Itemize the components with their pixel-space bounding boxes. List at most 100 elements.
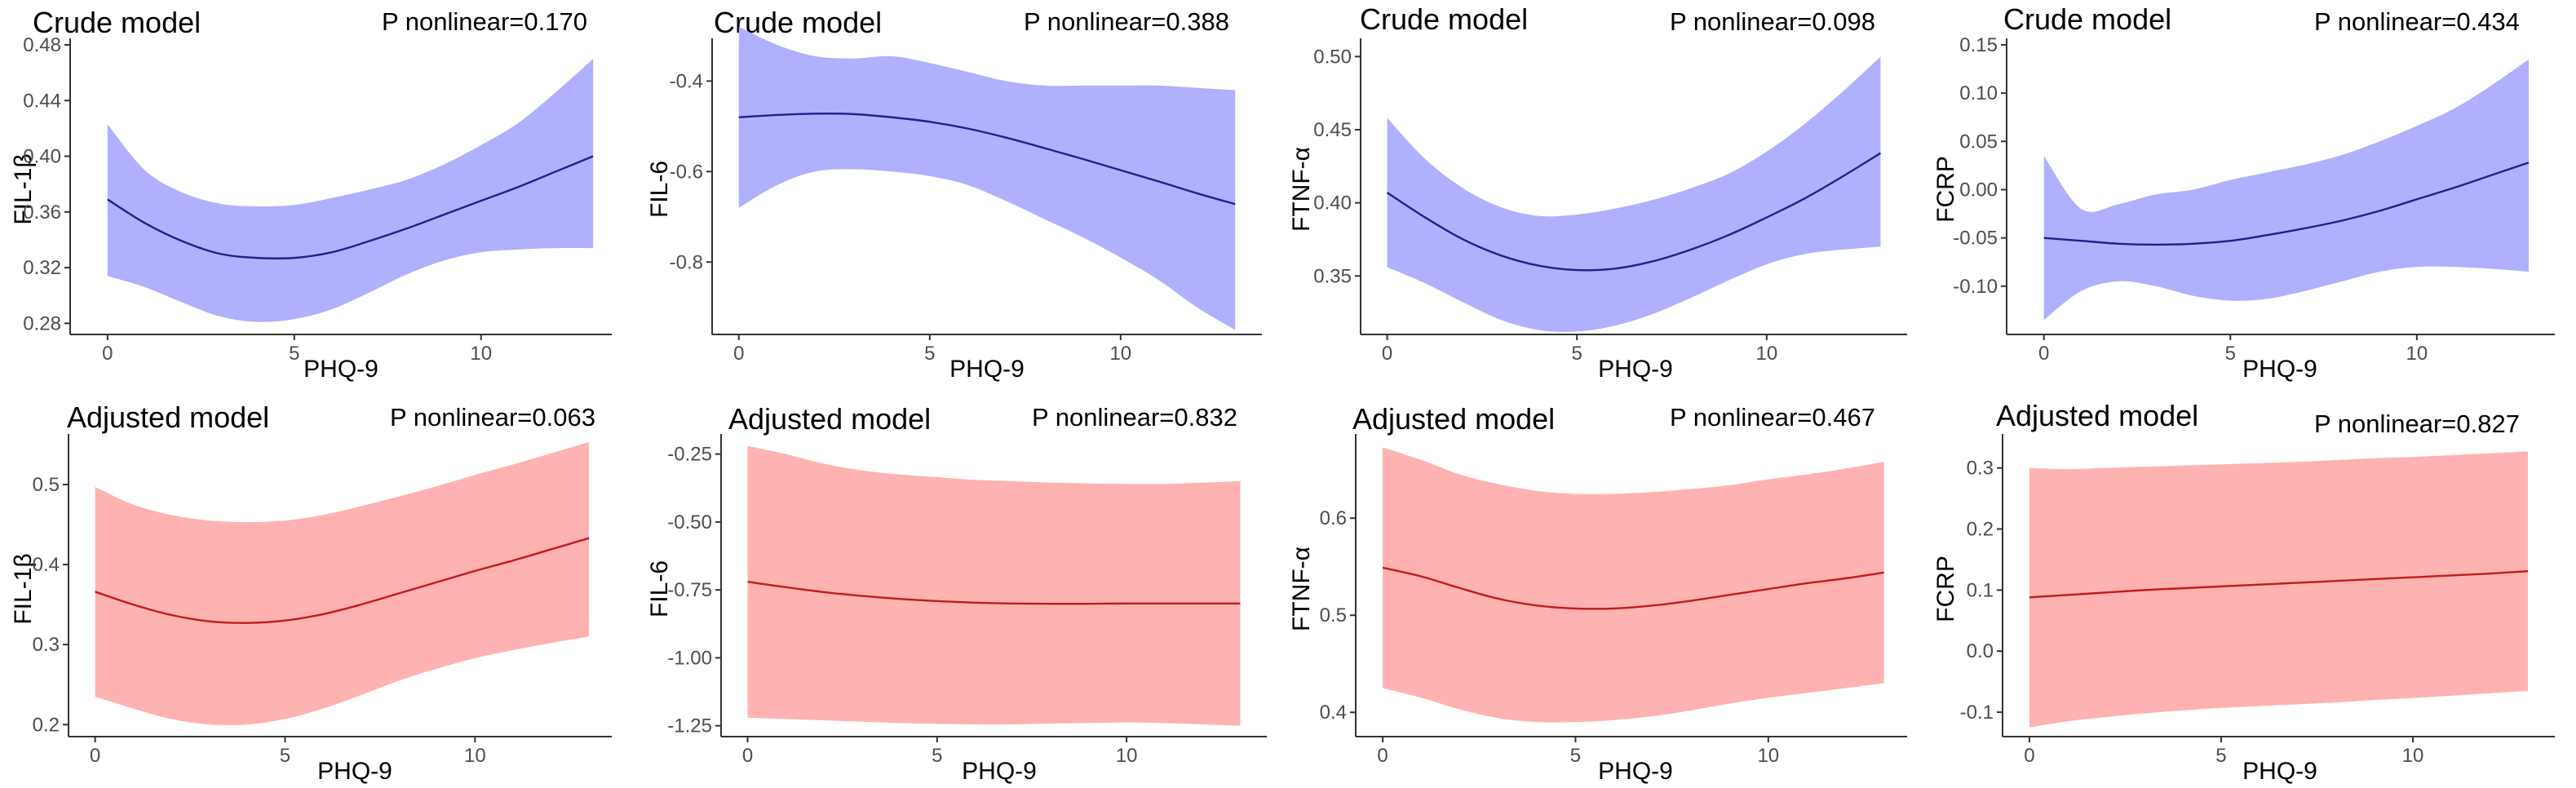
fitted-curve xyxy=(95,537,590,624)
confidence-band xyxy=(95,441,590,726)
panel-title: Crude model xyxy=(2003,2,2171,36)
p-nonlinear-label: P nonlinear=0.170 xyxy=(382,7,587,36)
panel-title: Adjusted model xyxy=(1352,402,1555,436)
x-tick-label: 0 xyxy=(102,343,113,365)
y-tick-label: -1.25 xyxy=(667,715,712,737)
y-tick-label: -0.8 xyxy=(670,251,703,273)
y-axis-title: FTNF-α xyxy=(1288,147,1315,232)
y-tick-label: 0.00 xyxy=(1959,179,1998,201)
y-tick-label: 0.45 xyxy=(1313,119,1352,141)
panel-adjusted-tnfa: Adjusted model P nonlinear=0.467 FTNF-α … xyxy=(1288,402,1907,785)
fitted-curve xyxy=(1386,152,1882,272)
fitted-curve xyxy=(747,580,1241,605)
p-nonlinear-label: P nonlinear=0.467 xyxy=(1670,403,1875,432)
x-axis-title: PHQ-9 xyxy=(1598,356,1673,383)
y-tick-label: 0.32 xyxy=(23,257,61,279)
y-axis-title: FIL-1β xyxy=(10,153,37,224)
x-tick-label: 0 xyxy=(1382,343,1392,365)
x-tick-label: 5 xyxy=(1572,343,1582,365)
y-tick-label: -0.50 xyxy=(667,511,712,533)
panel-title: Adjusted model xyxy=(1996,399,2198,432)
y-tick-label: 0.5 xyxy=(33,474,60,496)
p-nonlinear-label: P nonlinear=0.827 xyxy=(2314,409,2520,438)
y-tick-label: -0.75 xyxy=(667,579,712,601)
x-axis-title: PHQ-9 xyxy=(949,356,1025,383)
panel-title: Adjusted model xyxy=(67,401,269,434)
x-tick-label: 10 xyxy=(1116,745,1138,767)
panel-title: Crude model xyxy=(33,6,201,39)
x-tick-label: 0 xyxy=(2024,745,2034,767)
x-axis-title: PHQ-9 xyxy=(2242,356,2317,383)
confidence-band xyxy=(747,445,1241,726)
y-tick-label: -1.00 xyxy=(667,647,712,669)
x-axis-title: PHQ-9 xyxy=(2242,758,2317,785)
x-tick-label: 10 xyxy=(464,745,486,767)
confidence-band xyxy=(2043,59,2529,321)
x-axis-title: PHQ-9 xyxy=(962,758,1037,785)
y-tick-label: -0.4 xyxy=(670,70,703,92)
panel-adjusted-il1b: Adjusted model P nonlinear=0.063 FIL-1β … xyxy=(10,401,612,785)
p-nonlinear-label: P nonlinear=0.832 xyxy=(1032,403,1237,432)
y-tick-label: 0.5 xyxy=(1320,604,1347,626)
panel-title: Crude model xyxy=(1360,2,1528,36)
p-nonlinear-label: P nonlinear=0.388 xyxy=(1024,7,1229,36)
y-tick-label: 0.05 xyxy=(1959,131,1998,153)
fitted-curve xyxy=(1382,566,1884,610)
x-tick-label: 10 xyxy=(2406,343,2428,365)
y-tick-label: 0.0 xyxy=(1967,640,1994,662)
panel-crude-il6: Crude model P nonlinear=0.388 FIL-6 PHQ-… xyxy=(646,6,1262,383)
y-axis-title: FIL-6 xyxy=(646,161,673,218)
y-tick-label: 0.4 xyxy=(33,554,60,576)
y-axis-title: FIL-1β xyxy=(10,553,37,624)
y-tick-label: -0.6 xyxy=(670,161,703,183)
panel-title: Adjusted model xyxy=(728,402,931,436)
x-tick-label: 5 xyxy=(924,343,935,365)
x-tick-label: 10 xyxy=(1757,745,1779,767)
x-tick-label: 10 xyxy=(2402,745,2424,767)
x-tick-label: 5 xyxy=(932,745,942,767)
x-axis-title: PHQ-9 xyxy=(317,758,392,785)
x-tick-label: 5 xyxy=(289,343,299,365)
y-tick-label: 0.50 xyxy=(1313,46,1352,68)
y-tick-label: -0.05 xyxy=(1953,228,1998,250)
x-axis-title: PHQ-9 xyxy=(1598,758,1673,785)
y-tick-label: 0.28 xyxy=(23,312,61,334)
y-tick-label: 0.15 xyxy=(1959,34,1998,56)
y-tick-label: 0.3 xyxy=(1967,458,1994,480)
p-nonlinear-label: P nonlinear=0.063 xyxy=(390,403,595,432)
y-tick-label: 0.6 xyxy=(1320,507,1347,529)
y-tick-label: 0.2 xyxy=(1967,519,1994,541)
panel-crude-tnfa: Crude model P nonlinear=0.098 FTNF-α PHQ… xyxy=(1288,2,1907,383)
x-tick-label: 5 xyxy=(2225,343,2236,365)
y-tick-label: 0.2 xyxy=(33,714,60,736)
x-tick-label: 10 xyxy=(470,343,492,365)
y-axis-title: FCRP xyxy=(1932,156,1959,223)
y-tick-label: -0.25 xyxy=(667,444,712,466)
y-tick-label: 0.4 xyxy=(1320,702,1347,724)
fitted-curve xyxy=(2029,569,2529,599)
p-nonlinear-label: P nonlinear=0.098 xyxy=(1670,7,1875,36)
y-tick-label: -0.1 xyxy=(1960,702,1994,724)
x-tick-label: 10 xyxy=(1755,343,1777,365)
confidence-band xyxy=(1383,447,1884,723)
y-tick-label: -0.10 xyxy=(1953,276,1998,298)
x-tick-label: 0 xyxy=(742,745,753,767)
y-axis-title: FCRP xyxy=(1932,556,1959,622)
y-tick-label: 0.3 xyxy=(33,634,60,656)
x-tick-label: 5 xyxy=(1570,745,1581,767)
confidence-band xyxy=(738,26,1236,330)
x-tick-label: 0 xyxy=(733,343,744,365)
x-tick-label: 10 xyxy=(1109,343,1131,365)
y-tick-label: 0.10 xyxy=(1959,82,1998,104)
x-tick-label: 0 xyxy=(1377,745,1388,767)
y-tick-label: 0.44 xyxy=(23,90,61,112)
x-tick-label: 5 xyxy=(2215,745,2226,767)
y-tick-label: 0.40 xyxy=(23,146,61,168)
y-axis-title: FTNF-α xyxy=(1288,547,1315,631)
fitted-curve xyxy=(2043,162,2530,246)
x-tick-label: 0 xyxy=(2038,343,2049,365)
y-axis-title: FIL-6 xyxy=(646,560,673,618)
y-tick-label: 0.1 xyxy=(1967,579,1994,601)
fitted-curve xyxy=(107,155,594,260)
